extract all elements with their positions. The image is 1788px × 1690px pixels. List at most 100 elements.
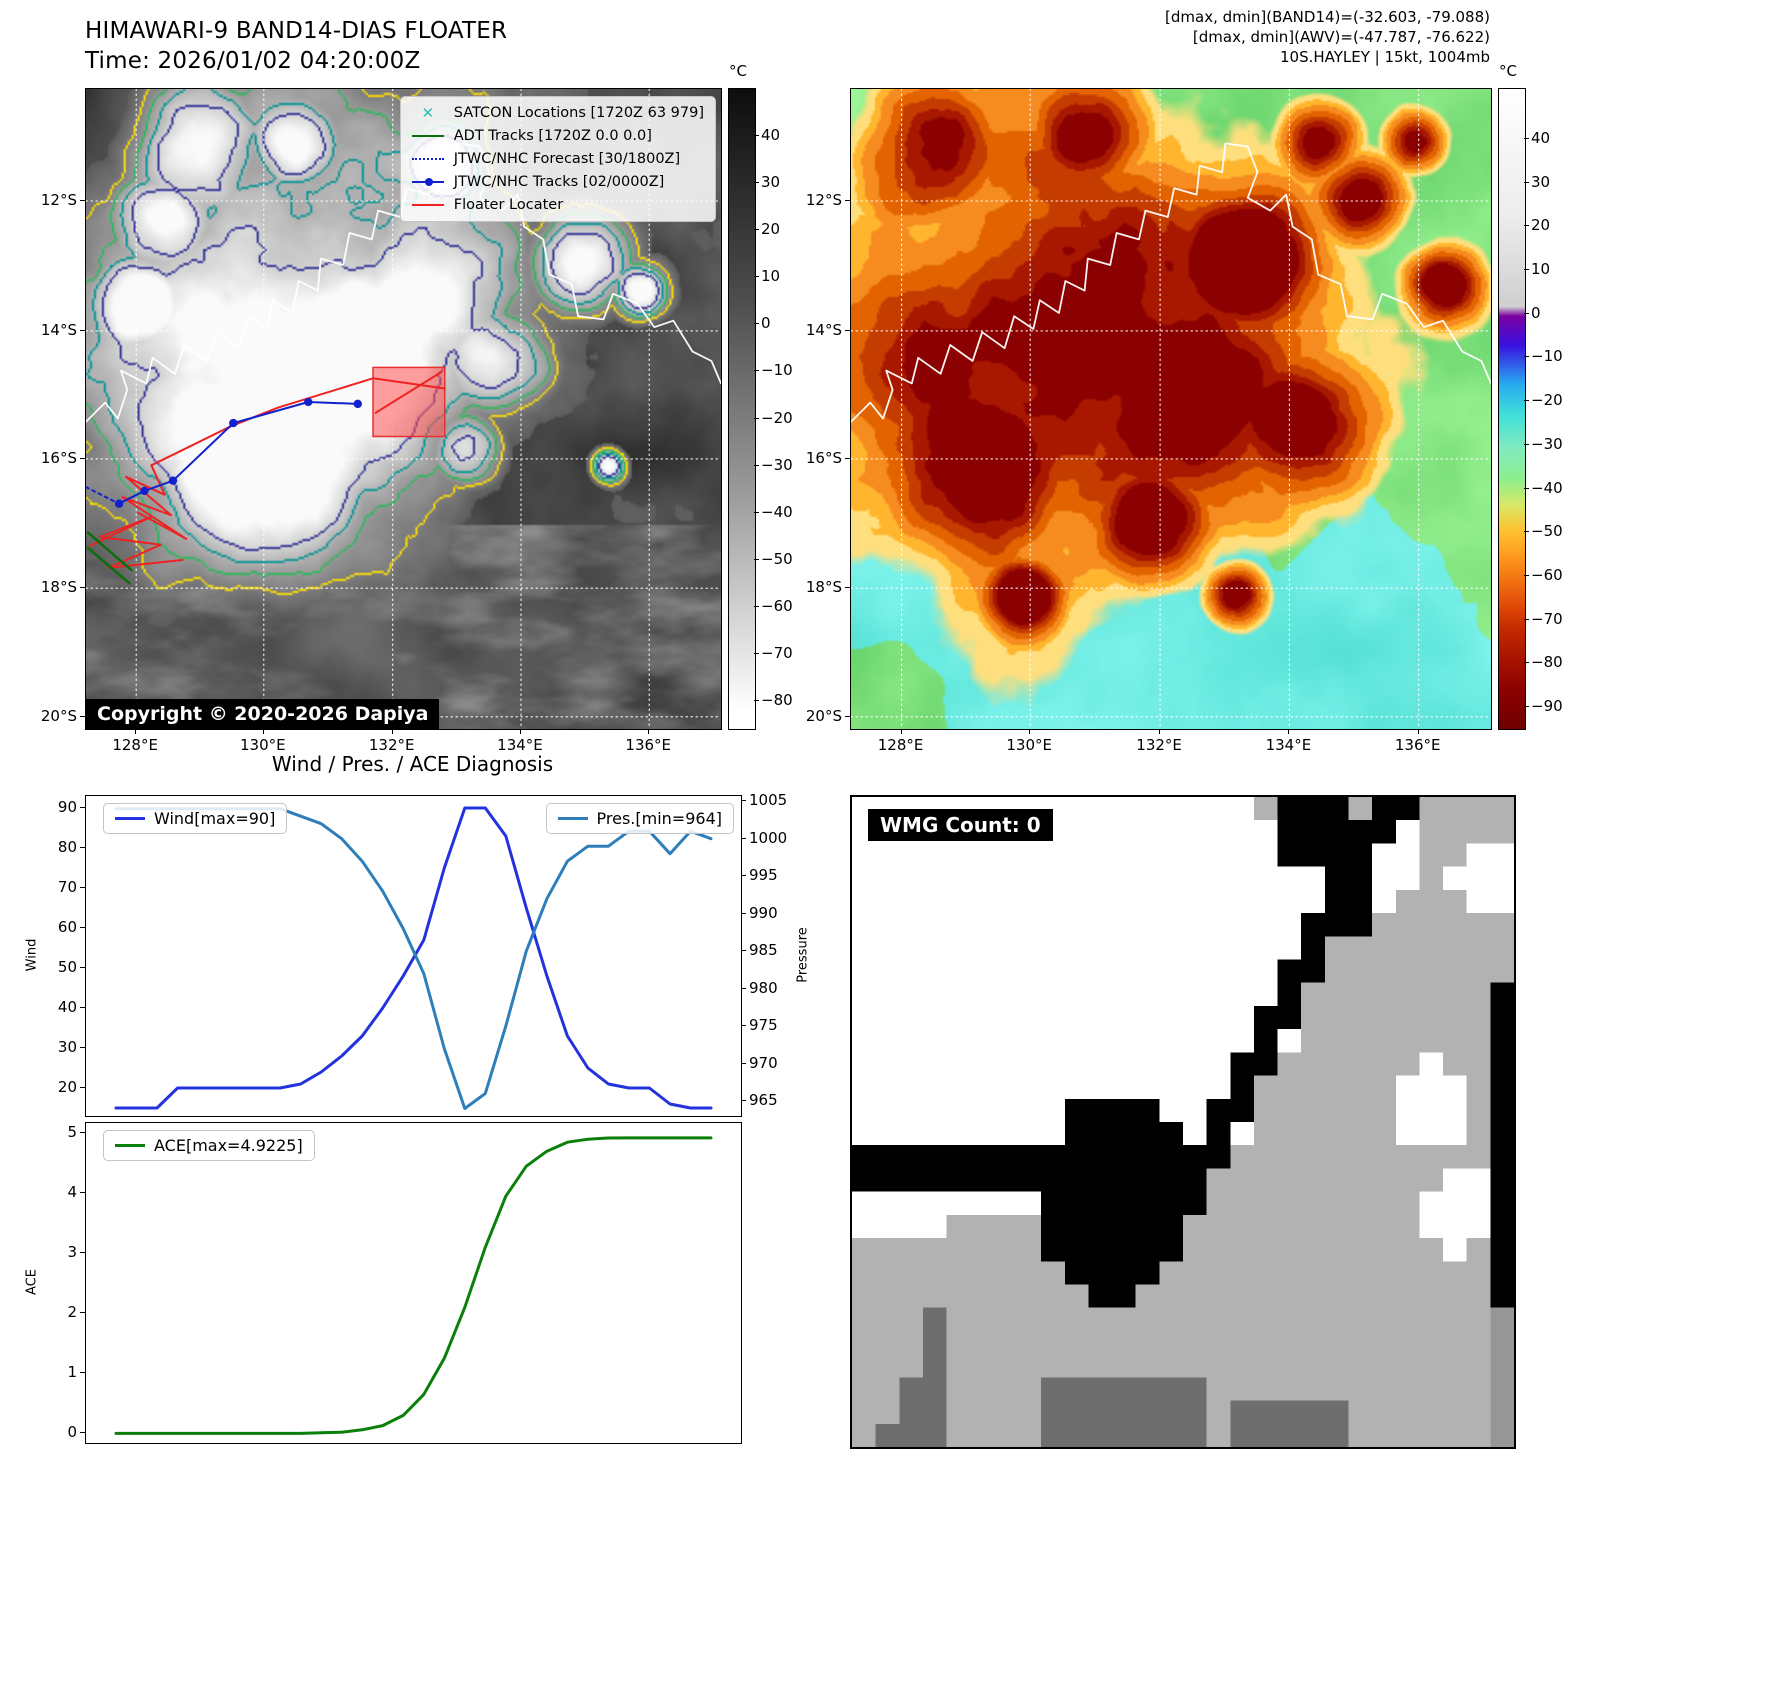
floater-track [121,464,188,540]
lon-tick-label: 128°E [112,736,158,754]
awv-colorbar [1498,88,1526,730]
legend-floater: Floater Locater [411,197,704,213]
lat-tick [845,715,850,717]
legend-adt-label: ADT Tracks [1720Z 0.0 0.0] [453,128,652,144]
awv-map-overlay [851,89,1491,729]
lat-tick-label: 14°S [40,320,77,339]
jtwc-track [118,401,359,505]
colorbar-tick-label: 10 [761,267,781,286]
colorbar-tick [754,417,759,419]
legend-satcon: ✕ SATCON Locations [1720Z 63 979] [412,105,704,121]
lon-tick-label: 134°E [1265,736,1312,754]
colorbar-tick-label: −10 [761,361,793,380]
ace-chart: ACE[max=4.9225] [85,1122,742,1444]
wind-tick [80,1087,85,1088]
lon-tick [900,729,902,734]
pressure-tick-label: 1005 [749,791,788,810]
lon-tick-label: 136°E [625,736,672,754]
pressure-tick [741,837,746,839]
colorbar-tick-label: −50 [761,549,793,568]
pressure-tick-label: 990 [749,903,778,922]
colorbar-tick-label: −30 [1531,434,1563,453]
ace-tick [80,1432,85,1434]
colorbar-tick [1524,400,1529,402]
lon-tick [1159,729,1161,734]
ace-tick-label: 2 [67,1303,77,1322]
colorbar-tick [754,323,759,325]
floater-line-icon [411,198,444,213]
colorbar-tick-label: −10 [1531,347,1563,366]
awv-map [850,88,1492,730]
awv-satellite-image [851,89,1491,729]
lat-tick [845,200,850,201]
lat-tick-label: 18°S [805,578,842,597]
colorbar-tick [1524,531,1529,533]
colorbar-tick [1524,662,1529,664]
colorbar-tick [1524,269,1529,271]
colorbar-tick [754,276,759,278]
wind-tick-label: 30 [57,1038,77,1056]
track-line-dot-icon [411,175,444,190]
colorbar-tick-label: 0 [761,314,771,333]
band14-title: HIMAWARI-9 BAND14-DIAS FLOATER [85,18,508,44]
colorbar-tick-label: −20 [761,408,793,427]
colorbar-tick [1524,137,1529,139]
lon-tick-label: 130°E [1006,736,1052,754]
pressure-tick-label: 975 [749,1016,778,1035]
colorbar-tick [754,558,759,560]
jtwc-track-point [114,499,124,508]
dmax-band14-header: [dmax, dmin](BAND14)=(-32.603, -79.088) [1165,8,1490,26]
lon-tick-label: 134°E [497,736,543,754]
colorbar-tick-label: −50 [1531,522,1563,541]
colorbar-tick-label: −40 [761,502,793,521]
pressure-tick-label: 1000 [749,828,788,847]
colorbar-tick-label: −80 [1531,653,1563,672]
colorbar-tick-label: 10 [1531,260,1551,279]
colorbar-tick [1524,312,1529,314]
colorbar-tick [1524,356,1529,358]
legend-forecast: JTWC/NHC Forecast [30/1800Z] [411,151,704,167]
diagnosis-title: Wind / Pres. / ACE Diagnosis [271,752,554,776]
pressure-tick [741,912,746,914]
pressure-tick [741,950,746,952]
awv-colorbar-unit: °C [1499,62,1517,80]
pressure-tick-label: 965 [749,1091,778,1109]
jtwc-track-point [168,476,178,485]
lon-tick-label: 136°E [1394,736,1441,754]
lon-tick [1417,729,1419,734]
wind-tick-label: 60 [57,918,77,936]
lon-tick [648,729,650,734]
jtwc-track-point [304,397,313,407]
ace-line-sample [115,1144,145,1147]
colorbar-tick [1524,181,1529,183]
colorbar-tick-label: 30 [1531,172,1551,191]
colorbar-tick-label: −70 [1531,609,1563,628]
jtwc-track-point [140,486,149,496]
lon-tick [391,729,393,734]
colorbar-tick-label: −70 [761,644,793,663]
pressure-tick-label: 995 [749,866,778,885]
lat-tick [80,587,85,589]
jtwc-track-point [229,418,238,428]
wind-tick-label: 20 [57,1078,77,1096]
ace-tick-label: 1 [67,1363,77,1382]
colorbar-tick [1524,618,1529,620]
coastline [1246,145,1491,385]
wind-pressure-plot [114,806,713,1110]
lat-tick-label: 20°S [40,706,77,725]
wind-tick [80,807,85,808]
band14-time: Time: 2026/01/02 04:20:00Z [85,48,421,74]
pres-legend: Pres.[min=964] [545,803,734,834]
floater-track [150,377,446,467]
lat-tick-label: 16°S [40,448,77,467]
lat-tick-label: 14°S [805,320,842,339]
lon-tick-label: 128°E [877,736,924,754]
ace-tick-label: 3 [67,1243,77,1262]
pressure-tick [741,987,746,989]
forecast-dotted-line-icon [411,152,444,167]
colorbar-tick [754,134,759,136]
colorbar-tick-label: −60 [1531,566,1563,585]
ace-legend-label: ACE[max=4.9225] [154,1136,303,1155]
wind-tick-label: 70 [57,878,77,896]
colorbar-tick [754,606,759,608]
